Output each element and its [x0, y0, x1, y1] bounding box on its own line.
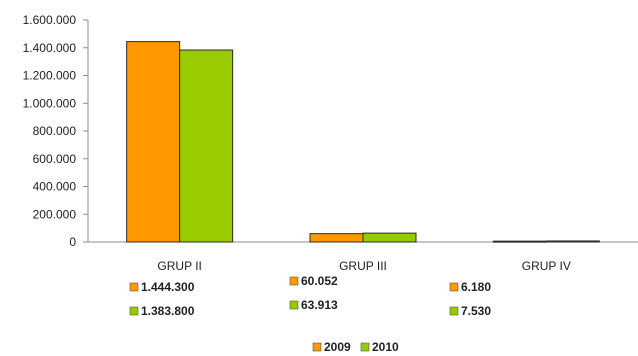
data-label-2010: 7.530: [461, 304, 491, 318]
data-label-key-2010: [129, 306, 139, 316]
y-tick-label: 800.000: [33, 124, 77, 138]
bar-2010-grup-ii: [179, 49, 234, 243]
legend-label-2010: 2010: [372, 340, 399, 354]
data-label-key-2010: [449, 306, 459, 316]
data-label-2010: 1.383.800: [141, 304, 195, 318]
data-label-2010: 63.913: [301, 298, 338, 312]
data-label-key-2010: [289, 300, 299, 310]
y-axis-ticks: 0 200.000 400.000 600.000 800.000 1.000.000 1.…: [23, 13, 88, 249]
data-label-key-2009: [129, 282, 139, 292]
bar-2009-grup-ii: [126, 41, 181, 243]
data-label-key-2009: [289, 276, 299, 286]
data-labels: 1.444.300 1.383.800 60.052 63.913 6.180 7.530: [129, 274, 491, 318]
bar-2009-grup-iii: [309, 233, 364, 243]
legend-swatch-2009: [312, 342, 322, 352]
y-tick-label: 1.400.000: [23, 41, 77, 55]
y-tick-label: 200.000: [33, 207, 77, 221]
category-label: GRUP II: [157, 259, 201, 273]
data-label-2009: 60.052: [301, 274, 338, 288]
data-label-2009: 6.180: [461, 280, 491, 294]
category-label: GRUP III: [339, 259, 387, 273]
category-labels: GRUP II GRUP III GRUP IV: [157, 259, 570, 273]
data-label-key-2009: [449, 282, 459, 292]
bar-2009-grup-iv: [492, 240, 547, 243]
y-tick-label: 1.200.000: [23, 69, 77, 83]
y-tick-label: 0: [69, 235, 76, 249]
bar-2010-grup-iii: [362, 232, 417, 243]
y-tick-label: 1.600.000: [23, 13, 77, 27]
legend-swatch-2010: [360, 342, 370, 352]
bar-2010-grup-iv: [545, 240, 600, 243]
category-label: GRUP IV: [522, 259, 571, 273]
y-tick-label: 1.000.000: [23, 96, 77, 110]
y-tick-label: 600.000: [33, 152, 77, 166]
legend: 2009 2010: [312, 340, 399, 354]
y-tick-label: 400.000: [33, 180, 77, 194]
bars: [126, 41, 600, 243]
data-label-2009: 1.444.300: [141, 280, 195, 294]
legend-label-2009: 2009: [324, 340, 351, 354]
